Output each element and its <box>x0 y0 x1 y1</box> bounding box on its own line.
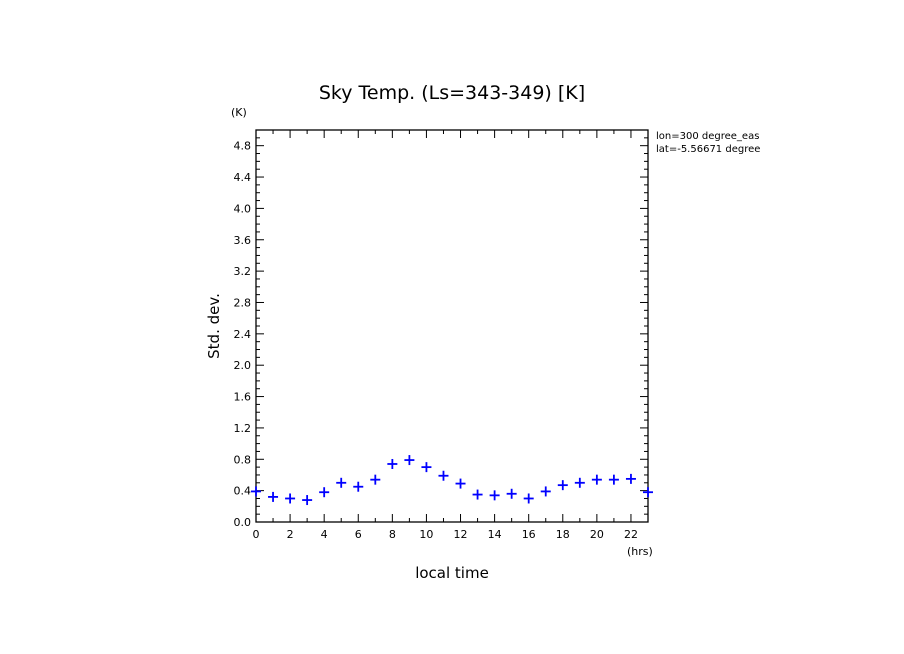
y-tick-label: 2.8 <box>234 296 252 309</box>
y-tick-label: 0.4 <box>234 485 252 498</box>
data-point <box>268 491 279 502</box>
y-tick-label: 0.0 <box>234 516 252 529</box>
x-axis-title: local time <box>415 564 489 582</box>
annotation-lat: lat=-5.56671 degree <box>656 144 760 155</box>
y-tick-label: 4.8 <box>234 140 252 153</box>
x-tick-label: 16 <box>522 528 536 541</box>
y-tick-label: 3.6 <box>234 234 252 247</box>
data-point <box>591 474 602 485</box>
x-unit-label: (hrs) <box>627 545 653 558</box>
x-tick-label: 18 <box>556 528 570 541</box>
data-point <box>643 487 653 498</box>
y-tick-labels: 0.0 0.4 0.8 1.2 1.6 2.0 2.4 2.8 3.2 3.6 4.0 4.4 4.8 <box>234 140 252 529</box>
data-point <box>319 487 330 498</box>
data-point <box>353 481 364 492</box>
x-tick-label: 10 <box>419 528 433 541</box>
data-point <box>489 490 500 501</box>
data-point <box>472 489 483 500</box>
data-point <box>285 493 296 504</box>
data-point <box>608 474 619 485</box>
x-tick-label: 14 <box>488 528 502 541</box>
data-point <box>557 480 568 491</box>
data-point <box>523 493 534 504</box>
data-point <box>540 486 551 497</box>
data-point <box>574 477 585 488</box>
data-point <box>370 474 381 485</box>
y-tick-label: 0.8 <box>234 453 252 466</box>
data-point <box>302 495 313 506</box>
data-point <box>625 473 636 484</box>
data-point <box>455 478 466 489</box>
data-point <box>387 458 398 469</box>
axis-ticks <box>255 129 649 523</box>
plot-frame <box>255 129 649 523</box>
data-point <box>438 470 449 481</box>
data-point <box>251 486 261 497</box>
data-point <box>336 477 347 488</box>
x-tick-labels: 0 2 4 6 8 10 12 14 16 18 20 22 <box>253 528 638 541</box>
y-tick-label: 2.0 <box>234 359 252 372</box>
data-markers <box>251 455 653 506</box>
annotation-lon: lon=300 degree_eas <box>656 131 759 142</box>
x-tick-label: 2 <box>287 528 294 541</box>
y-tick-label: 1.6 <box>234 391 252 404</box>
y-unit-label: (K) <box>231 106 247 119</box>
data-point <box>421 462 432 473</box>
x-tick-label: 8 <box>389 528 396 541</box>
x-tick-label: 12 <box>454 528 468 541</box>
y-tick-label: 4.4 <box>234 171 252 184</box>
x-tick-label: 20 <box>590 528 604 541</box>
x-tick-label: 0 <box>253 528 260 541</box>
y-tick-label: 4.0 <box>234 202 252 215</box>
y-axis-title: Std. dev. <box>205 293 223 359</box>
chart-title: Sky Temp. (Ls=343-349) [K] <box>319 82 585 104</box>
x-tick-label: 4 <box>321 528 328 541</box>
y-tick-label: 1.2 <box>234 422 252 435</box>
data-point <box>506 488 517 499</box>
y-tick-label: 3.2 <box>234 265 252 278</box>
y-tick-label: 2.4 <box>234 328 252 341</box>
x-tick-label: 22 <box>624 528 638 541</box>
x-tick-label: 6 <box>355 528 362 541</box>
data-point <box>404 455 415 466</box>
